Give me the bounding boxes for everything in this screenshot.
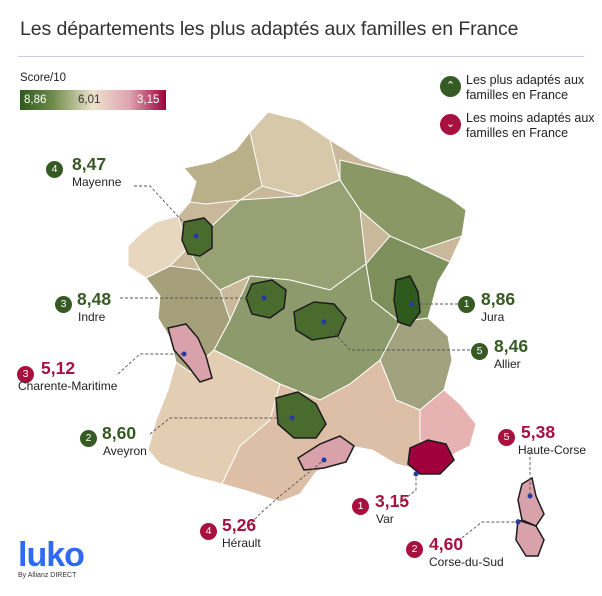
score-value: 8,60 xyxy=(102,423,137,443)
scale-label: Score/10 xyxy=(20,72,67,84)
rank-badge: 3 xyxy=(17,366,34,383)
title-divider xyxy=(18,56,584,57)
dept-aveyron xyxy=(275,391,327,439)
dept-haute-corse xyxy=(517,476,545,527)
legend-worst-label: Les moins adaptés aux familles en France xyxy=(466,111,595,140)
dept-herault xyxy=(297,435,355,471)
department-name: Jura xyxy=(481,310,505,324)
color-scale-bar xyxy=(20,90,166,110)
scale-mid-value: 6,01 xyxy=(78,94,101,106)
dept-corse-du-sud xyxy=(515,518,545,557)
department-name: Hérault xyxy=(222,536,261,550)
score-value: 5,38 xyxy=(521,422,556,442)
score-value: 8,48 xyxy=(77,289,112,309)
score-value: 8,47 xyxy=(72,154,107,174)
leader-aveyron xyxy=(149,417,292,435)
chevron-up-icon: ⌃ xyxy=(440,76,461,97)
dept-var xyxy=(407,439,455,475)
rank-badge: 5 xyxy=(471,343,488,360)
dot-indre xyxy=(261,295,267,301)
dept-allier xyxy=(293,301,347,341)
department-name: Allier xyxy=(494,357,521,371)
leader-herault xyxy=(243,459,325,531)
leader-mayenne xyxy=(134,185,197,237)
map-title: Les départements les plus adaptés aux fa… xyxy=(20,18,519,40)
rank-badge: 1 xyxy=(352,498,369,515)
chevron-down-icon: ⌄ xyxy=(440,114,461,135)
score-value: 8,46 xyxy=(494,336,529,356)
department-name: Var xyxy=(376,512,394,526)
dept-jura xyxy=(393,275,421,327)
dot-charente-maritime xyxy=(181,351,187,357)
luko-logo: luko By Allianz DIRECT xyxy=(18,536,85,579)
department-name: Mayenne xyxy=(72,175,122,189)
department-name: Aveyron xyxy=(103,444,147,458)
legend-best-label: Les plus adaptés aux familles en France xyxy=(466,73,585,102)
score-value: 8,86 xyxy=(481,289,516,309)
dot-haute-corse xyxy=(527,493,533,499)
rank-badge: 1 xyxy=(458,296,475,313)
rank-badge: 5 xyxy=(498,429,515,446)
logo-subtitle: By Allianz DIRECT xyxy=(18,572,77,579)
leader-var xyxy=(395,474,417,507)
rank-badge: 2 xyxy=(406,541,423,558)
region-normandy xyxy=(183,130,263,205)
leader-corse-du-sud xyxy=(453,521,518,545)
logo-wordmark: luko xyxy=(18,536,85,574)
score-value: 5,12 xyxy=(41,358,76,378)
rank-badge: 3 xyxy=(55,296,72,313)
department-name: Haute-Corse xyxy=(518,443,587,457)
scale-max-value: 8,86 xyxy=(24,94,47,106)
rank-badge: 4 xyxy=(46,161,63,178)
score-value: 3,15 xyxy=(375,491,410,511)
department-name: Indre xyxy=(78,310,106,324)
leader-allier xyxy=(323,321,470,351)
score-value: 5,26 xyxy=(222,515,257,535)
rank-badge: 2 xyxy=(80,430,97,447)
score-value: 4,60 xyxy=(429,534,464,554)
rank-badge: 4 xyxy=(200,523,217,540)
scale-min-value: 3,15 xyxy=(137,94,160,106)
department-name: Charente-Maritime xyxy=(18,379,118,393)
department-name: Corse-du-Sud xyxy=(429,555,504,569)
dept-charente-maritime xyxy=(167,323,213,383)
